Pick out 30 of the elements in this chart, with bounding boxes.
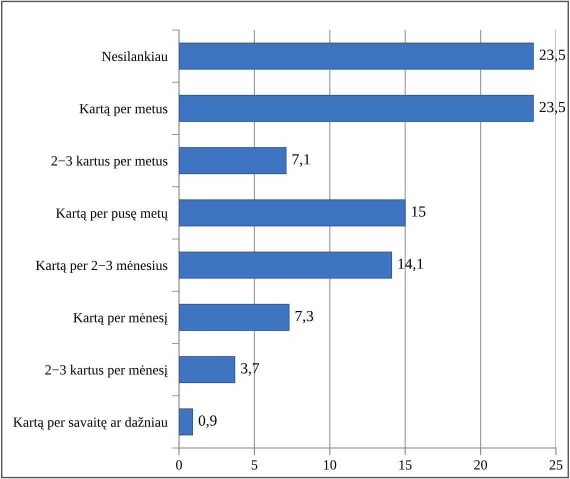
x-tick-label: 0 bbox=[176, 460, 182, 470]
data-label: 0,9 bbox=[198, 415, 217, 428]
data-label: 15 bbox=[412, 206, 426, 217]
bar bbox=[179, 42, 534, 70]
bar bbox=[179, 94, 534, 122]
x-tick-label: 20 bbox=[474, 460, 488, 470]
data-label: 23,5 bbox=[540, 102, 566, 114]
data-label: 7,3 bbox=[296, 310, 314, 324]
bar bbox=[179, 252, 392, 279]
x-tick-label: 5 bbox=[252, 460, 258, 470]
y-tick-label: Kartą per savaitę ar dažniau bbox=[13, 417, 168, 430]
x-tick-label: 25 bbox=[550, 460, 562, 470]
bar bbox=[179, 199, 406, 226]
data-label: 23,5 bbox=[540, 50, 566, 62]
bar bbox=[179, 147, 286, 174]
bar bbox=[179, 408, 193, 436]
y-tick-label: 2−3 kartus per metus bbox=[52, 156, 168, 168]
data-label: 7,1 bbox=[292, 154, 310, 167]
y-tick-label: Kartą per mėnesį bbox=[73, 312, 168, 326]
data-label: 14,1 bbox=[398, 258, 424, 272]
x-tick-label: 10 bbox=[324, 460, 336, 470]
y-tick-label: 2−3 kartus per mėnesį bbox=[45, 364, 168, 378]
y-tick-label: Kartą per metus bbox=[80, 104, 168, 116]
bar bbox=[179, 304, 290, 331]
y-tick-label: Kartą per 2−3 mėnesius bbox=[36, 260, 168, 273]
data-label: 3,7 bbox=[241, 363, 260, 376]
x-tick-label: 15 bbox=[399, 460, 412, 470]
bar bbox=[179, 356, 236, 384]
y-tick-label: Kartą per pusę metų bbox=[56, 208, 168, 221]
y-tick-label: Nesilankiau bbox=[102, 51, 168, 62]
